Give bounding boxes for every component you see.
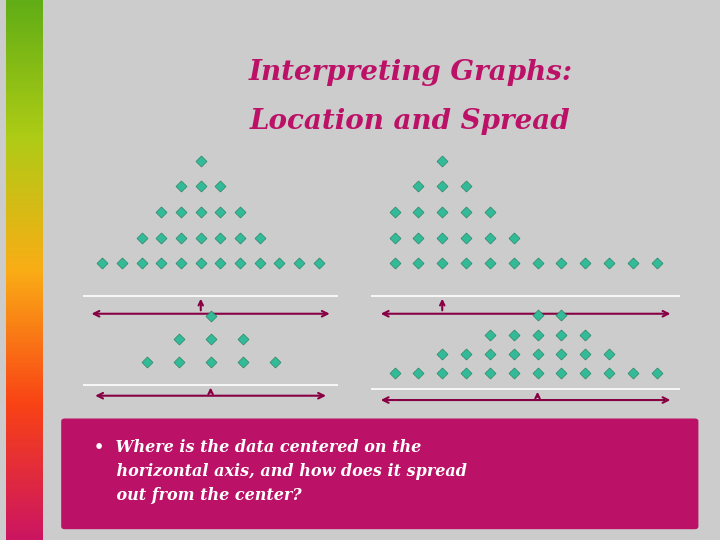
Point: [460, 259, 472, 267]
Point: [413, 369, 424, 377]
Point: [508, 233, 519, 242]
Point: [389, 259, 400, 267]
Point: [436, 259, 448, 267]
Point: [460, 349, 472, 358]
FancyBboxPatch shape: [61, 418, 698, 529]
Point: [508, 330, 519, 339]
Point: [508, 349, 519, 358]
Point: [136, 259, 148, 267]
Point: [484, 207, 495, 216]
Point: [254, 233, 266, 242]
Point: [293, 259, 305, 267]
Point: [436, 349, 448, 358]
Point: [532, 311, 544, 320]
Point: [413, 233, 424, 242]
Point: [436, 369, 448, 377]
Point: [204, 358, 216, 367]
Point: [460, 207, 472, 216]
Point: [603, 369, 615, 377]
Point: [237, 334, 248, 343]
Point: [580, 369, 591, 377]
Point: [413, 259, 424, 267]
Point: [460, 233, 472, 242]
Point: [215, 207, 226, 216]
Point: [173, 358, 184, 367]
Point: [603, 259, 615, 267]
Point: [436, 207, 448, 216]
Point: [234, 207, 246, 216]
Point: [136, 233, 148, 242]
Point: [556, 369, 567, 377]
Point: [176, 207, 187, 216]
Point: [484, 259, 495, 267]
Point: [532, 259, 544, 267]
Point: [556, 259, 567, 267]
Point: [204, 334, 216, 343]
Point: [413, 182, 424, 191]
Point: [215, 182, 226, 191]
Point: [603, 349, 615, 358]
Point: [389, 369, 400, 377]
Point: [627, 369, 639, 377]
Point: [556, 311, 567, 320]
Point: [254, 259, 266, 267]
Point: [389, 233, 400, 242]
Point: [484, 349, 495, 358]
Point: [508, 369, 519, 377]
Point: [580, 259, 591, 267]
Point: [627, 259, 639, 267]
Point: [195, 207, 207, 216]
Point: [173, 334, 184, 343]
Point: [176, 182, 187, 191]
Text: •  Where is the data centered on the
    horizontal axis, and how does it spread: • Where is the data centered on the hori…: [94, 439, 467, 504]
Point: [484, 233, 495, 242]
Point: [436, 233, 448, 242]
Point: [484, 330, 495, 339]
Point: [234, 233, 246, 242]
Point: [556, 330, 567, 339]
Point: [156, 233, 167, 242]
Point: [176, 233, 187, 242]
Point: [532, 349, 544, 358]
Point: [195, 259, 207, 267]
Point: [313, 259, 325, 267]
Point: [460, 369, 472, 377]
Point: [195, 233, 207, 242]
Point: [460, 182, 472, 191]
Point: [141, 358, 153, 367]
Point: [215, 233, 226, 242]
Point: [274, 259, 285, 267]
Point: [195, 157, 207, 165]
Point: [484, 369, 495, 377]
Point: [532, 330, 544, 339]
Text: Location and Spread: Location and Spread: [250, 108, 571, 135]
Point: [269, 358, 280, 367]
Point: [651, 369, 662, 377]
Point: [215, 259, 226, 267]
Point: [195, 182, 207, 191]
Point: [413, 207, 424, 216]
Point: [532, 369, 544, 377]
Point: [237, 358, 248, 367]
Point: [117, 259, 128, 267]
Point: [389, 207, 400, 216]
Point: [508, 259, 519, 267]
Text: Interpreting Graphs:: Interpreting Graphs:: [248, 59, 572, 86]
Point: [176, 259, 187, 267]
Point: [436, 157, 448, 165]
Point: [580, 349, 591, 358]
Point: [234, 259, 246, 267]
Point: [156, 207, 167, 216]
Point: [556, 349, 567, 358]
Point: [580, 330, 591, 339]
Point: [204, 311, 216, 320]
Point: [651, 259, 662, 267]
Point: [156, 259, 167, 267]
Point: [96, 259, 108, 267]
Point: [436, 182, 448, 191]
